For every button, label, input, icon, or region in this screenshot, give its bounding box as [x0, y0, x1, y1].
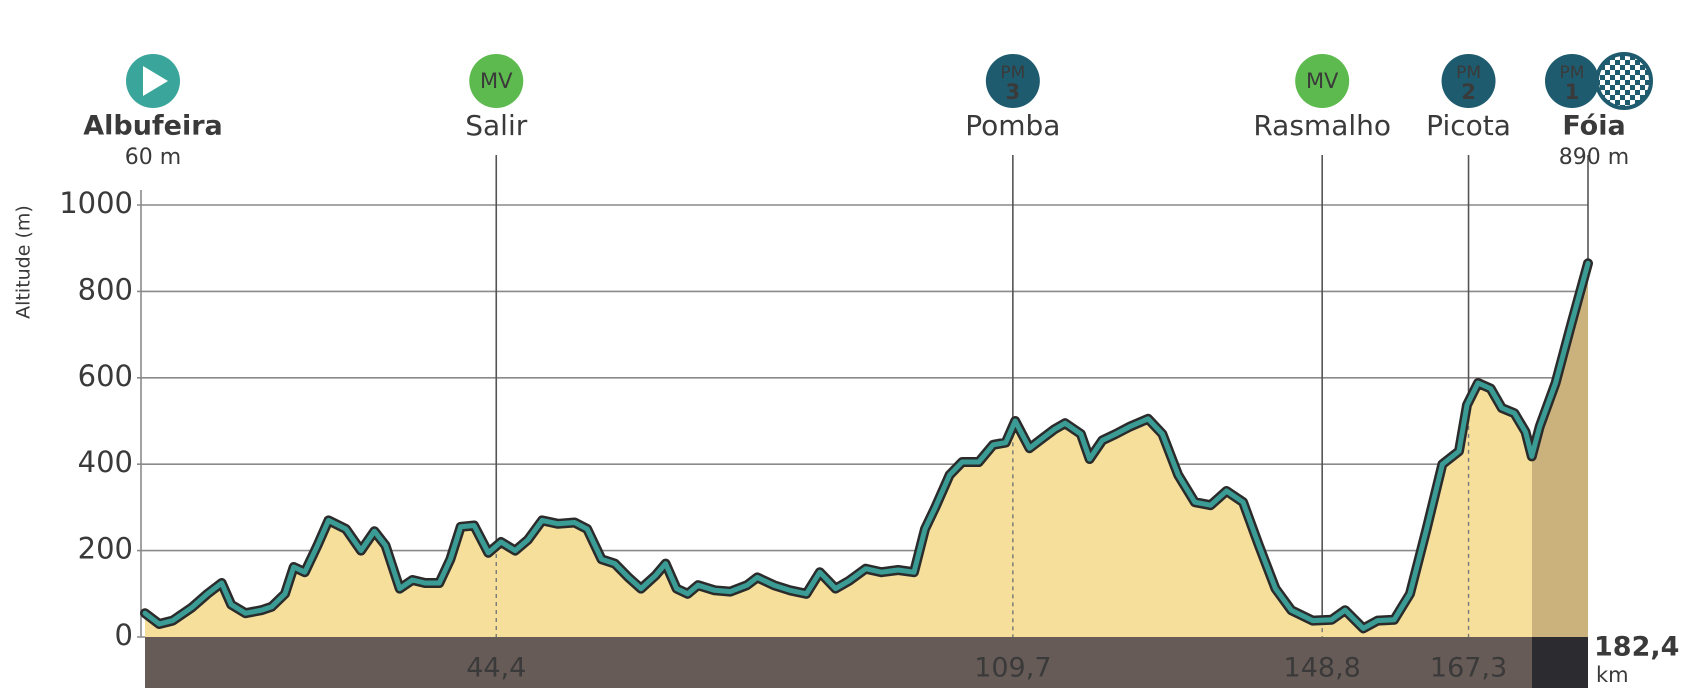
badge-text: PM — [1000, 63, 1025, 83]
y-axis-label: Altitude (m) — [13, 205, 35, 319]
start-icon — [143, 66, 168, 96]
badge-text: MV — [1306, 69, 1339, 93]
sprint-badge — [1295, 54, 1350, 108]
final-band — [1532, 637, 1588, 688]
waypoint-altitude: 60 m — [125, 145, 181, 170]
climb-badge — [1545, 54, 1599, 108]
km-label: 44,4 — [466, 653, 526, 684]
waypoint-name: Fóia — [1562, 111, 1625, 142]
badge-number: 3 — [1006, 80, 1021, 104]
km-label: 109,7 — [974, 653, 1051, 684]
y-tick-label: 400 — [78, 445, 133, 479]
climb-badge — [1441, 54, 1496, 108]
badge-number: 2 — [1461, 80, 1476, 104]
y-tick-label: 200 — [78, 532, 133, 566]
y-tick-label: 800 — [78, 272, 133, 306]
waypoint-altitude: 890 m — [1559, 145, 1629, 170]
distance-total: 182,4 — [1594, 632, 1679, 663]
km-label: 167,3 — [1430, 653, 1507, 684]
waypoint-name: Pomba — [965, 109, 1060, 142]
km-label: 148,8 — [1284, 653, 1361, 684]
y-tick-label: 0 — [115, 618, 133, 652]
climb-badge — [985, 54, 1040, 108]
waypoint-name: Salir — [465, 109, 527, 142]
badge-text: PM — [1456, 63, 1481, 83]
finish-badge — [1595, 52, 1653, 110]
y-tick-label: 1000 — [59, 186, 133, 220]
badge-text: PM — [1560, 63, 1585, 83]
badge-text: MV — [480, 69, 513, 93]
waypoint-name: Rasmalho — [1253, 109, 1391, 142]
badge-number: 1 — [1565, 80, 1580, 104]
y-tick-label: 600 — [78, 359, 133, 393]
waypoint-name: Albufeira — [83, 111, 223, 142]
distance-band — [145, 637, 1588, 688]
profile-area-final — [1532, 263, 1588, 637]
waypoint-name: Picota — [1426, 109, 1511, 142]
profile-area — [145, 263, 1588, 637]
distance-unit: km — [1596, 663, 1629, 687]
sprint-badge — [469, 54, 524, 108]
profile-line — [142, 260, 1591, 631]
